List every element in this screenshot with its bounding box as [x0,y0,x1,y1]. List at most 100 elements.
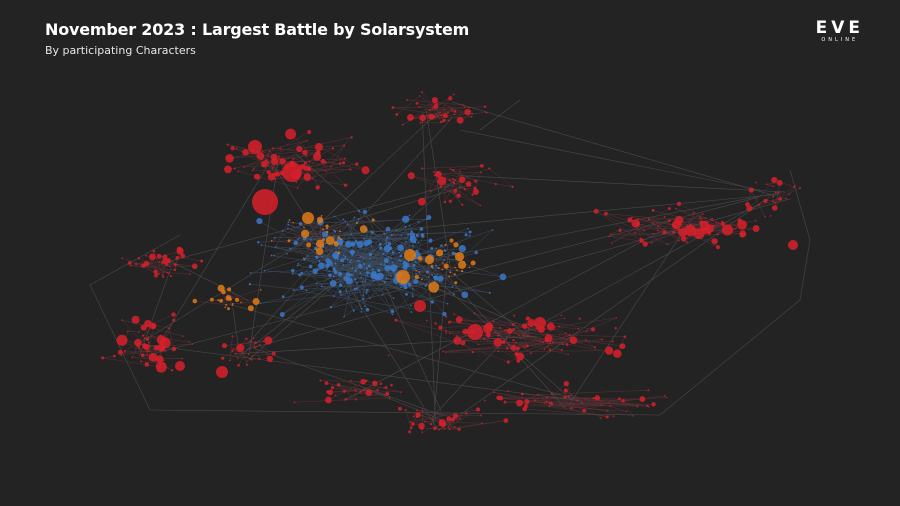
system-dot [527,327,530,329]
system-dot [754,219,757,222]
system-dot [315,247,324,256]
system-dot [530,352,532,354]
jump-line [408,266,435,282]
jump-line [453,165,482,171]
system-dot [763,198,768,203]
system-dot [420,426,424,430]
system-dot [101,356,105,360]
system-dot [372,380,378,387]
system-dot [391,261,394,264]
system-dot [448,275,450,277]
jump-line [148,197,758,356]
system-dot [391,251,395,254]
system-dot [249,357,252,360]
system-dot [217,299,220,302]
system-dot [463,340,466,343]
system-dot [142,334,145,337]
system-dot [221,343,228,349]
system-dot [339,230,341,233]
system-dot [458,176,466,183]
system-dot [438,428,440,431]
system-dot [691,225,693,227]
system-dot [632,415,634,417]
system-dot [343,157,346,160]
system-dot [144,362,150,367]
system-dot [337,271,343,277]
system-dot [449,423,451,426]
system-dot [600,404,603,407]
system-dot [455,335,458,337]
jump-line [611,208,670,244]
system-dot [365,291,368,294]
system-dot [568,334,571,337]
system-dot [164,350,166,352]
system-dot [699,216,702,219]
jump-line [102,355,115,359]
system-dot [162,275,165,278]
system-dot [456,116,464,124]
system-dot [493,391,495,394]
solar-systems [101,91,801,434]
system-dot [343,183,348,187]
system-dot [248,140,262,154]
system-dot [169,265,171,268]
system-dot [426,215,432,220]
system-dot [400,391,402,393]
system-dot [418,95,421,97]
system-dot [440,120,443,124]
system-dot [452,181,456,184]
system-dot [449,271,452,274]
system-dot [350,136,353,139]
system-dot [386,236,389,239]
system-dot [337,236,341,239]
system-dot [485,111,488,114]
system-dot [349,249,355,255]
system-dot [365,307,370,312]
system-dot [678,228,688,238]
system-dot [475,407,481,412]
system-dot [274,171,281,177]
system-dot [263,269,266,272]
system-dot [348,273,351,276]
system-dot [388,397,391,399]
jump-line [521,198,769,335]
system-dot [362,209,367,214]
system-dot [350,259,352,261]
system-dot [390,383,393,387]
system-dot [307,130,312,135]
system-dot [404,249,416,261]
system-dot [542,341,545,343]
system-dot [464,108,471,116]
system-dot [409,421,412,423]
system-dot [609,233,612,235]
jump-line [127,330,139,333]
system-dot [400,234,403,237]
system-dot [467,227,469,230]
system-dot [447,119,450,122]
jump-line [299,137,352,150]
system-dot [438,267,440,269]
system-dot [612,340,614,343]
system-dot [297,262,300,265]
system-dot [468,234,471,237]
system-dot [289,247,291,250]
jump-line [451,101,777,197]
jump-line [416,251,465,296]
system-dot [127,330,129,333]
system-dot [771,176,778,183]
system-dot [252,189,278,215]
system-dot [158,261,161,263]
system-dot [713,225,716,228]
system-dot [479,164,484,168]
system-dot [735,226,738,229]
system-dot [474,179,478,183]
system-dot [262,340,265,343]
system-dot [394,318,398,322]
system-dot [415,249,419,253]
system-dot [469,110,472,113]
system-dot [430,265,434,268]
system-dot [348,261,351,263]
system-dot [239,344,242,346]
system-dot [636,405,639,408]
system-dot [691,229,693,232]
